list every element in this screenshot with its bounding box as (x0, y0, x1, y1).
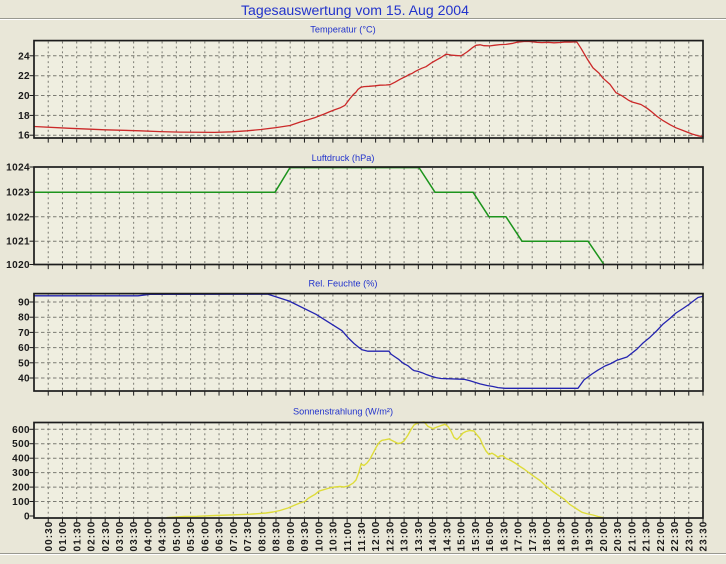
svg-text:60: 60 (18, 343, 30, 354)
svg-text:03:00: 03:00 (115, 521, 126, 552)
svg-text:20:30: 20:30 (613, 521, 624, 552)
svg-text:200: 200 (12, 483, 30, 494)
svg-text:20:00: 20:00 (599, 521, 610, 552)
svg-text:10:30: 10:30 (329, 521, 340, 552)
svg-text:17:00: 17:00 (514, 521, 525, 552)
svg-text:90: 90 (18, 298, 30, 309)
svg-text:13:00: 13:00 (400, 521, 411, 552)
svg-text:15:00: 15:00 (457, 521, 468, 552)
svg-text:500: 500 (12, 439, 30, 450)
svg-text:70: 70 (18, 328, 30, 339)
svg-text:17:30: 17:30 (528, 521, 539, 552)
svg-text:00:30: 00:30 (44, 521, 55, 552)
svg-text:12:00: 12:00 (371, 521, 382, 552)
svg-text:12:30: 12:30 (385, 521, 396, 552)
svg-text:1020: 1020 (6, 260, 30, 271)
svg-text:13:30: 13:30 (414, 521, 425, 552)
svg-text:06:00: 06:00 (200, 521, 211, 552)
svg-text:Luftdruck (hPa): Luftdruck (hPa) (312, 153, 375, 163)
svg-text:50: 50 (18, 358, 30, 369)
svg-text:Sonnenstrahlung (W/m²): Sonnenstrahlung (W/m²) (293, 407, 393, 417)
svg-text:1023: 1023 (6, 188, 30, 199)
svg-text:18:00: 18:00 (542, 521, 553, 552)
svg-text:02:30: 02:30 (101, 521, 112, 552)
svg-text:07:00: 07:00 (229, 521, 240, 552)
svg-text:600: 600 (12, 425, 30, 436)
svg-text:14:00: 14:00 (428, 521, 439, 552)
svg-text:18: 18 (18, 111, 30, 122)
svg-text:02:00: 02:00 (87, 521, 98, 552)
svg-text:22: 22 (18, 71, 30, 82)
svg-text:1022: 1022 (6, 212, 30, 223)
svg-text:05:30: 05:30 (186, 521, 197, 552)
svg-text:06:30: 06:30 (215, 521, 226, 552)
svg-text:09:00: 09:00 (286, 521, 297, 552)
svg-text:Temperatur (°C): Temperatur (°C) (310, 25, 375, 35)
svg-text:09:30: 09:30 (300, 521, 311, 552)
svg-text:18:30: 18:30 (556, 521, 567, 552)
svg-text:03:30: 03:30 (129, 521, 140, 552)
svg-text:22:00: 22:00 (656, 521, 667, 552)
svg-text:19:30: 19:30 (585, 521, 596, 552)
svg-text:16:30: 16:30 (499, 521, 510, 552)
svg-text:05:00: 05:00 (172, 521, 183, 552)
svg-text:16:00: 16:00 (485, 521, 496, 552)
svg-text:0: 0 (24, 512, 30, 523)
svg-text:08:00: 08:00 (257, 521, 268, 552)
svg-text:Tagesauswertung vom 15. Aug 20: Tagesauswertung vom 15. Aug 2004 (241, 2, 469, 18)
svg-text:22:30: 22:30 (670, 521, 681, 552)
svg-text:1021: 1021 (6, 237, 30, 248)
svg-text:100: 100 (12, 497, 30, 508)
svg-text:16: 16 (18, 131, 30, 142)
svg-text:80: 80 (18, 313, 30, 324)
svg-text:07:30: 07:30 (243, 521, 254, 552)
svg-text:19:00: 19:00 (570, 521, 581, 552)
svg-text:20: 20 (18, 91, 30, 102)
svg-text:Rel. Feuchte (%): Rel. Feuchte (%) (309, 279, 378, 289)
svg-text:11:30: 11:30 (357, 521, 368, 551)
svg-text:23:30: 23:30 (699, 521, 710, 552)
svg-text:1024: 1024 (6, 163, 30, 174)
svg-text:21:00: 21:00 (627, 521, 638, 552)
svg-text:08:30: 08:30 (272, 521, 283, 552)
svg-text:21:30: 21:30 (642, 521, 653, 552)
svg-text:14:30: 14:30 (442, 521, 453, 552)
svg-text:01:00: 01:00 (58, 521, 69, 552)
svg-text:11:00: 11:00 (343, 521, 354, 551)
svg-text:01:30: 01:30 (72, 521, 83, 552)
svg-text:40: 40 (18, 374, 30, 385)
svg-text:15:30: 15:30 (471, 521, 482, 552)
svg-text:24: 24 (18, 51, 30, 62)
svg-text:300: 300 (12, 468, 30, 479)
svg-text:04:00: 04:00 (143, 521, 154, 552)
svg-text:04:30: 04:30 (158, 521, 169, 552)
svg-text:23:00: 23:00 (684, 521, 695, 552)
svg-text:10:00: 10:00 (314, 521, 325, 552)
svg-text:400: 400 (12, 454, 30, 465)
